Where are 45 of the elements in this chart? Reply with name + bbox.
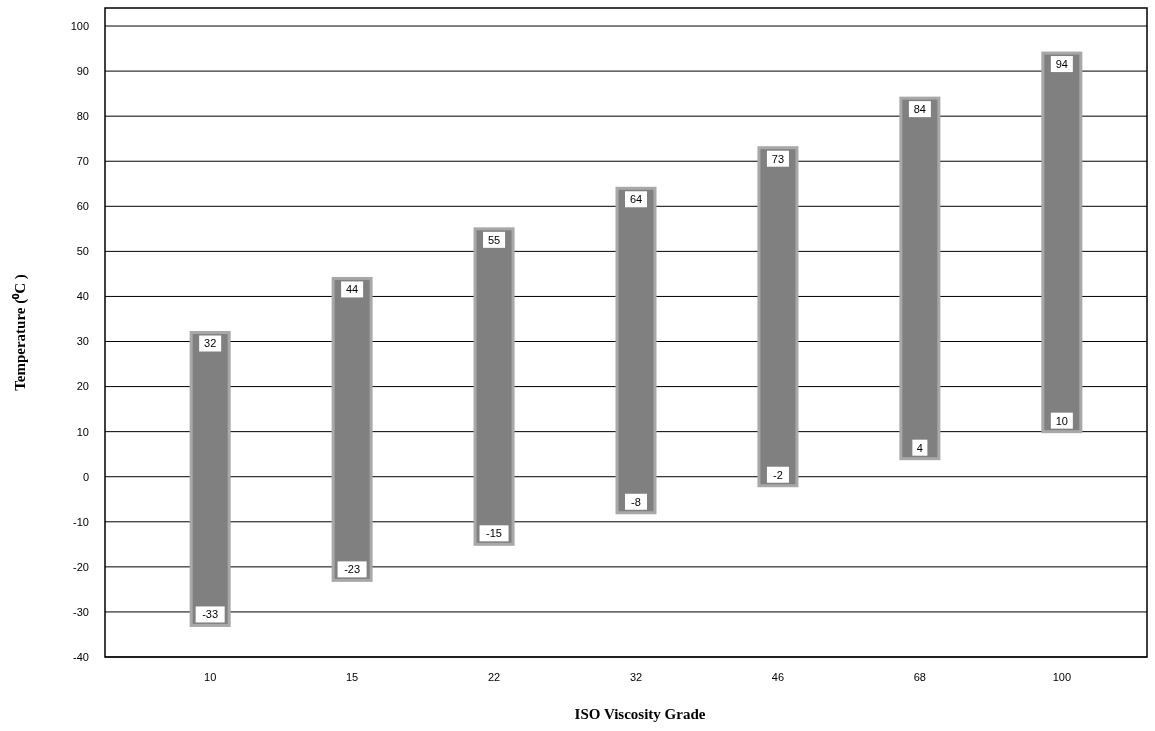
bar — [473, 227, 515, 546]
y-tick-label: 20 — [76, 380, 89, 393]
annotation: 64 — [629, 193, 643, 206]
annotation: 4 — [916, 441, 923, 454]
annotation: 32 — [204, 337, 217, 350]
y-tick-label: 0 — [82, 470, 89, 483]
y-tick-label: 40 — [76, 290, 89, 303]
x-axis-title: ISO Viscosity Grade — [574, 706, 706, 722]
annotation: -2 — [773, 468, 783, 481]
annotation: 84 — [913, 102, 927, 115]
annotation: 10 — [1055, 414, 1068, 427]
x-tick-label: 10 — [204, 670, 217, 683]
x-tick-label: 32 — [629, 670, 643, 683]
y-tick-label: 60 — [76, 200, 89, 213]
annotation: -23 — [344, 563, 361, 576]
annotation: 94 — [1055, 57, 1068, 70]
y-tick-label: -10 — [73, 515, 89, 528]
x-tick-label: 22 — [487, 670, 501, 683]
y-tick-label: 50 — [76, 245, 89, 258]
x-tick-label: 100 — [1052, 670, 1072, 683]
annotation: -8 — [631, 495, 641, 508]
bar — [615, 186, 657, 515]
bar — [757, 146, 799, 488]
y-tick-label: -20 — [73, 560, 89, 573]
bar — [899, 96, 941, 461]
y-tick-label: 10 — [76, 425, 89, 438]
annotation: 55 — [487, 233, 501, 246]
x-tick-label: 46 — [771, 670, 785, 683]
annotation: 73 — [771, 152, 785, 165]
y-tick-label: 80 — [76, 110, 89, 123]
y-tick-label: 90 — [76, 64, 89, 77]
y-tick-label: -30 — [73, 605, 89, 618]
x-tick-label: 68 — [913, 670, 927, 683]
bar — [331, 276, 373, 582]
y-axis-title: Temperature (⁰C ) — [11, 274, 29, 391]
y-tick-label: 100 — [70, 19, 89, 32]
annotation: -15 — [486, 527, 503, 540]
annotation: -33 — [202, 608, 219, 621]
bar — [1041, 51, 1083, 434]
y-tick-label: 70 — [76, 155, 89, 168]
x-tick-label: 15 — [345, 670, 359, 683]
y-tick-label: -40 — [73, 650, 89, 663]
bar — [189, 331, 231, 627]
y-tick-label: 30 — [76, 335, 89, 348]
annotation: 44 — [345, 283, 359, 296]
